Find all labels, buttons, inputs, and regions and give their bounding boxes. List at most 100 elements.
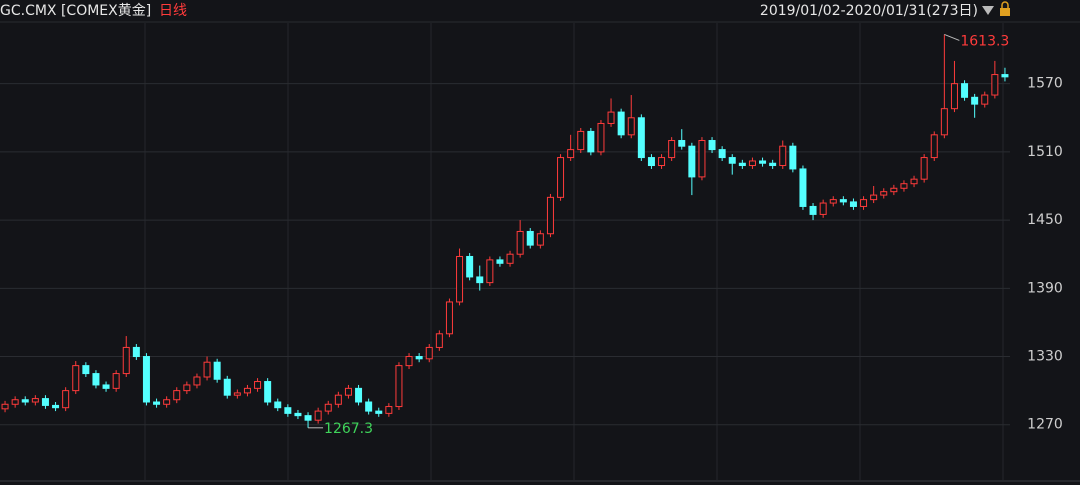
date-range[interactable]: 2019/01/02-2020/01/31(273日) bbox=[760, 3, 978, 19]
candle-body bbox=[587, 130, 595, 153]
candle-body bbox=[122, 346, 130, 375]
candle-body bbox=[274, 401, 282, 409]
candle-body bbox=[173, 390, 181, 401]
candle-body bbox=[516, 230, 524, 255]
candle-body bbox=[950, 83, 958, 110]
candle-body bbox=[132, 346, 140, 358]
candle-body bbox=[607, 111, 615, 124]
y-tick-label: 1510 bbox=[1027, 144, 1063, 160]
candle-body bbox=[11, 399, 19, 405]
candle-body bbox=[355, 387, 363, 403]
candle-body bbox=[708, 140, 716, 151]
candle-body bbox=[860, 199, 868, 207]
candle-body bbox=[41, 398, 49, 406]
candle-body bbox=[294, 412, 302, 417]
candle-body bbox=[779, 145, 787, 167]
candle-body bbox=[233, 392, 241, 396]
candle-body bbox=[496, 259, 504, 264]
candle-body bbox=[486, 259, 494, 284]
y-tick-label: 1390 bbox=[1027, 280, 1063, 296]
dropdown-icon[interactable] bbox=[982, 6, 994, 15]
candle-body bbox=[647, 157, 655, 167]
y-tick-label: 1450 bbox=[1027, 212, 1063, 228]
candle-body bbox=[577, 130, 585, 151]
candle-body bbox=[789, 145, 797, 170]
candle-body bbox=[971, 96, 979, 105]
candle-body bbox=[193, 376, 201, 386]
candle-body bbox=[445, 301, 453, 335]
candle-body bbox=[688, 145, 696, 178]
candle-body bbox=[718, 149, 726, 159]
candle-body bbox=[728, 157, 736, 164]
candle-body bbox=[213, 361, 221, 380]
candle-body bbox=[223, 378, 231, 396]
candle-body bbox=[324, 403, 332, 412]
candle-body bbox=[314, 410, 322, 421]
candle-body bbox=[395, 365, 403, 408]
candle-body bbox=[981, 94, 989, 105]
candle-body bbox=[1, 403, 9, 410]
candle-body bbox=[961, 83, 969, 98]
candle-body bbox=[425, 346, 433, 360]
candle-body bbox=[536, 233, 544, 246]
candle-body bbox=[365, 401, 373, 412]
candle-body bbox=[264, 381, 272, 403]
candle-body bbox=[385, 406, 393, 414]
candle-body bbox=[668, 140, 676, 159]
candle-body bbox=[52, 404, 60, 409]
max-pointer bbox=[944, 33, 960, 41]
candle-body bbox=[900, 183, 908, 189]
candle-body bbox=[112, 373, 120, 389]
candle-body bbox=[405, 356, 413, 367]
y-tick-label: 1570 bbox=[1027, 76, 1063, 92]
candle-body bbox=[910, 178, 918, 185]
candle-body bbox=[82, 365, 90, 375]
max-label: 1613.3 bbox=[960, 33, 1009, 49]
candle-body bbox=[456, 255, 464, 303]
candle-body bbox=[92, 373, 100, 386]
candle-body bbox=[678, 140, 686, 147]
candle-body bbox=[304, 415, 312, 421]
candle-body bbox=[506, 253, 514, 264]
candle-body bbox=[829, 199, 837, 204]
candle-body bbox=[930, 134, 938, 159]
candle-body bbox=[617, 111, 625, 136]
candle-body bbox=[738, 162, 746, 167]
candle-body bbox=[890, 187, 898, 193]
candle-body bbox=[769, 162, 777, 167]
candle-body bbox=[940, 108, 948, 136]
candle-body bbox=[102, 384, 110, 389]
candle-body bbox=[920, 157, 928, 180]
candle-body bbox=[748, 160, 756, 167]
candle-body bbox=[334, 394, 342, 405]
candle-body bbox=[658, 157, 666, 167]
candle-body bbox=[183, 384, 191, 392]
candle-body bbox=[31, 398, 39, 403]
min-label: 1267.3 bbox=[324, 421, 373, 437]
candle-body bbox=[759, 160, 767, 164]
candle-body bbox=[21, 399, 29, 403]
candle-body bbox=[799, 168, 807, 207]
candle-body bbox=[203, 361, 211, 378]
candle-body bbox=[62, 390, 70, 409]
candle-body bbox=[597, 122, 605, 153]
candle-body bbox=[809, 205, 817, 215]
y-tick-label: 1270 bbox=[1027, 417, 1063, 433]
candle-body bbox=[375, 410, 383, 414]
candle-body bbox=[284, 407, 292, 414]
candle-body bbox=[142, 356, 150, 403]
candle-body bbox=[415, 356, 423, 360]
candle-body bbox=[819, 202, 827, 215]
candle-body bbox=[254, 381, 262, 389]
chart-title: GC.CMX [COMEX黄金] bbox=[0, 2, 151, 19]
lock-icon[interactable] bbox=[1000, 8, 1010, 16]
candle-body bbox=[466, 255, 474, 278]
candle-body bbox=[435, 333, 443, 348]
period-label: 日线 bbox=[159, 3, 187, 19]
candle-body bbox=[870, 194, 878, 201]
candle-body bbox=[546, 196, 554, 235]
candle-body bbox=[637, 117, 645, 159]
candle-body bbox=[526, 230, 534, 246]
candle-body bbox=[839, 199, 847, 203]
